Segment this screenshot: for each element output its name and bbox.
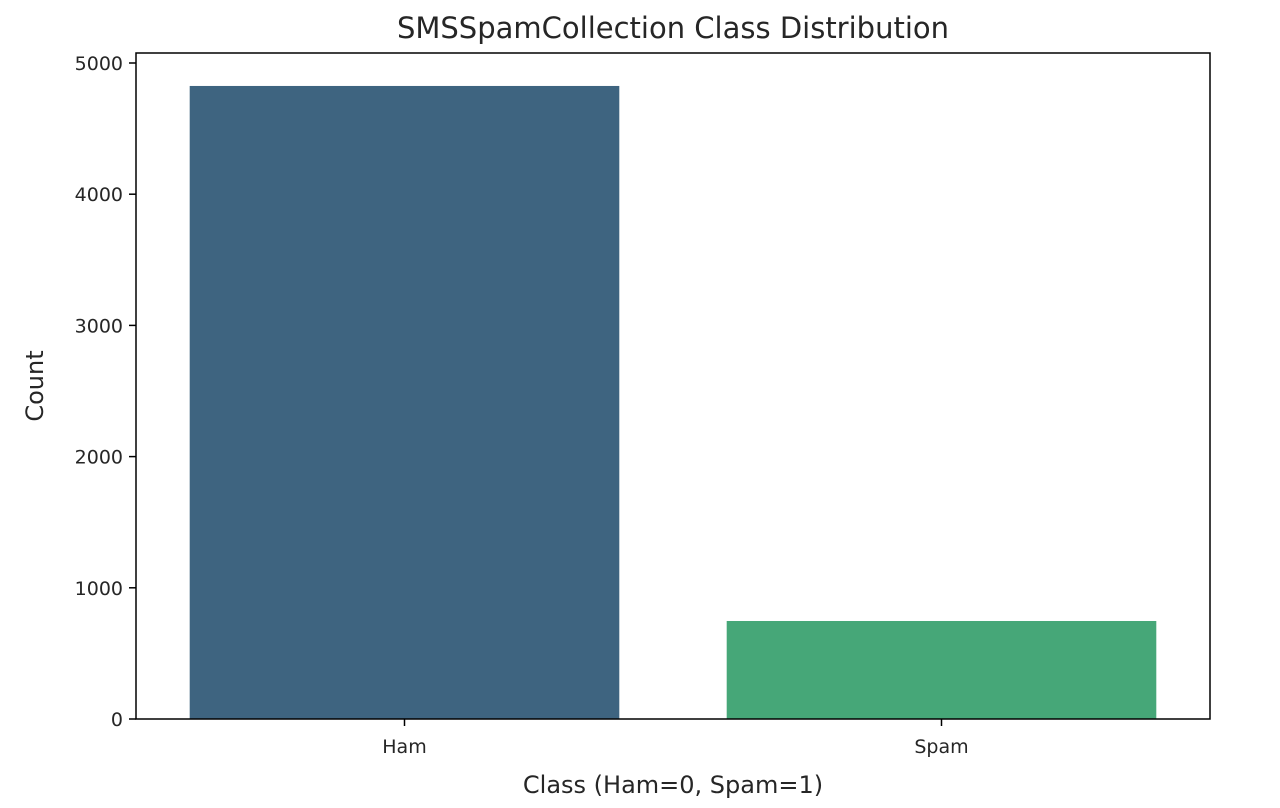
y-tick-label: 1000 — [75, 578, 123, 600]
bars-group — [189, 85, 1157, 719]
x-axis-ticks: Ham Spam — [382, 719, 969, 758]
chart-title: SMSSpamCollection Class Distribution — [397, 11, 949, 45]
plot-frame — [135, 52, 1211, 720]
y-tick-label: 0 — [111, 709, 123, 731]
y-tick-label: 4000 — [75, 184, 123, 206]
y-axis-ticks: 0 1000 2000 3000 4000 5000 — [75, 53, 136, 731]
x-tick-label: Spam — [914, 736, 968, 758]
y-tick-label: 5000 — [75, 53, 123, 75]
x-axis-label: Class (Ham=0, Spam=1) — [523, 771, 823, 799]
y-axis-label: Count — [21, 350, 49, 421]
x-tick-label: Ham — [382, 736, 426, 758]
bar-spam — [726, 620, 1157, 719]
y-tick-label: 3000 — [75, 315, 123, 337]
bar-ham — [189, 85, 620, 719]
y-tick-label: 2000 — [75, 447, 123, 469]
